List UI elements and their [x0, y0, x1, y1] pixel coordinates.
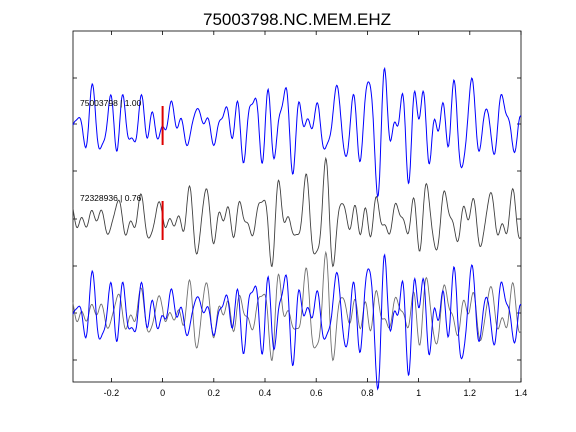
waveform-traces — [72, 66, 522, 391]
x-tick-label: 1.2 — [464, 388, 477, 398]
chart-title: 75003798.NC.MEM.EHZ — [203, 10, 391, 29]
overlay-trace-2 — [72, 250, 522, 362]
x-tick-label: 1.4 — [515, 388, 528, 398]
trace-1 — [72, 66, 522, 199]
trace-2-label: 72328936 | 0.76 — [80, 193, 142, 203]
x-tick-label: 1 — [416, 388, 421, 398]
trace-labels: 75003798 | 1.00 72328936 | 0.76 — [80, 98, 142, 203]
trace-1-label: 75003798 | 1.00 — [80, 98, 142, 108]
x-tick-label: 0 — [160, 388, 165, 398]
x-tick-label: 0.8 — [361, 388, 374, 398]
plot-axes-frame — [72, 30, 522, 383]
x-tick-label: 0.6 — [310, 388, 323, 398]
trace-2 — [72, 156, 522, 268]
x-tick-label: 0.2 — [208, 388, 221, 398]
x-tick-label: 0.4 — [259, 388, 272, 398]
x-axis: -0.2 0 0.2 0.4 0.6 0.8 1 1.2 1.4 — [104, 31, 528, 398]
x-tick-label: -0.2 — [104, 388, 120, 398]
overlay-trace-1 — [72, 253, 522, 391]
